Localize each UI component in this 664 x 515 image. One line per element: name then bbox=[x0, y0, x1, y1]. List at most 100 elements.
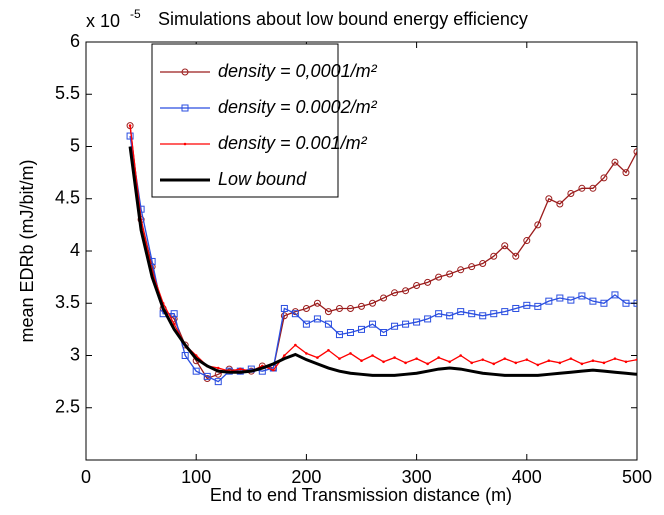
chart-title: Simulations about low bound energy effic… bbox=[158, 9, 528, 29]
data-point bbox=[547, 359, 551, 363]
legend-marker bbox=[181, 104, 189, 112]
data-point bbox=[503, 357, 507, 360]
data-point bbox=[591, 359, 595, 363]
y-multiplier: x 10 bbox=[86, 11, 120, 31]
y-axis-label: mean EDRb (mJ/bit/m) bbox=[17, 159, 37, 342]
data-point bbox=[369, 299, 377, 307]
data-point bbox=[512, 304, 520, 312]
data-point bbox=[369, 320, 377, 328]
data-point bbox=[170, 310, 178, 318]
data-point bbox=[459, 354, 462, 357]
data-point bbox=[446, 312, 454, 320]
data-point bbox=[633, 148, 637, 156]
data-point bbox=[492, 362, 496, 366]
data-point bbox=[457, 308, 465, 316]
data-point bbox=[479, 312, 487, 320]
data-point bbox=[216, 366, 220, 370]
data-point bbox=[589, 297, 597, 305]
data-point bbox=[613, 357, 617, 360]
data-point bbox=[611, 158, 619, 166]
data-point bbox=[214, 378, 222, 386]
data-point bbox=[446, 270, 454, 278]
data-point bbox=[338, 357, 341, 360]
data-point bbox=[128, 124, 132, 127]
data-point bbox=[346, 329, 354, 337]
series-line bbox=[129, 135, 637, 383]
data-point bbox=[624, 360, 628, 364]
data-point bbox=[302, 320, 310, 328]
y-tick-label: 4.5 bbox=[55, 188, 80, 208]
y-tick-label: 5 bbox=[70, 135, 80, 155]
data-point bbox=[413, 318, 421, 326]
data-point bbox=[327, 348, 330, 352]
data-point bbox=[203, 372, 211, 380]
data-point bbox=[556, 294, 564, 302]
data-point bbox=[589, 184, 597, 192]
y-tick-label: 4 bbox=[70, 240, 80, 260]
data-point bbox=[514, 361, 518, 365]
data-point bbox=[380, 294, 388, 302]
data-point bbox=[283, 354, 286, 357]
data-point bbox=[335, 331, 343, 339]
data-point bbox=[280, 304, 288, 312]
data-point bbox=[415, 357, 418, 360]
data-point bbox=[468, 263, 476, 271]
data-point bbox=[393, 356, 396, 359]
data-point bbox=[567, 296, 575, 304]
data-point bbox=[435, 273, 443, 281]
data-point bbox=[567, 190, 575, 198]
x-tick-label: 200 bbox=[291, 467, 321, 487]
data-point bbox=[545, 195, 553, 203]
y-tick-label: 3 bbox=[70, 344, 80, 364]
data-point bbox=[358, 325, 365, 333]
legend-label: density = 0.0002/m² bbox=[218, 97, 378, 117]
data-point bbox=[501, 242, 509, 250]
legend-marker bbox=[183, 142, 187, 146]
x-axis-label: End to end Transmission distance (m) bbox=[210, 485, 512, 505]
data-point bbox=[545, 297, 553, 305]
data-point bbox=[525, 358, 529, 361]
data-point bbox=[523, 301, 531, 309]
legend-label: Low bound bbox=[218, 169, 307, 189]
data-point bbox=[534, 302, 542, 310]
data-point bbox=[358, 302, 365, 310]
legend-marker-shape bbox=[183, 142, 187, 146]
legend-marker-shape bbox=[181, 68, 189, 76]
data-point bbox=[622, 299, 630, 307]
data-point bbox=[556, 200, 564, 208]
data-point bbox=[305, 352, 308, 355]
y-tick-label: 6 bbox=[70, 31, 80, 51]
data-point bbox=[272, 368, 275, 372]
data-point bbox=[391, 289, 399, 297]
data-point bbox=[313, 315, 321, 323]
data-point bbox=[313, 299, 321, 307]
data-point bbox=[302, 304, 310, 312]
x-tick-label: 500 bbox=[622, 467, 652, 487]
x-tick-label: 400 bbox=[512, 467, 542, 487]
data-point bbox=[578, 184, 586, 192]
data-point bbox=[437, 356, 440, 359]
data-point bbox=[316, 356, 319, 359]
data-point bbox=[481, 358, 485, 361]
data-point bbox=[479, 260, 487, 268]
data-point bbox=[635, 358, 637, 361]
data-point bbox=[402, 287, 410, 295]
data-point bbox=[172, 322, 176, 326]
data-point bbox=[448, 360, 451, 364]
data-point bbox=[600, 299, 608, 307]
data-point bbox=[324, 308, 332, 316]
data-point bbox=[512, 252, 520, 260]
data-point bbox=[534, 221, 542, 229]
data-point bbox=[569, 357, 573, 360]
data-point bbox=[349, 352, 352, 355]
data-point bbox=[435, 310, 443, 318]
data-point bbox=[380, 329, 388, 337]
y-multiplier-exponent: -5 bbox=[130, 7, 141, 21]
data-point bbox=[424, 315, 432, 323]
legend-label: density = 0.001/m² bbox=[218, 133, 368, 153]
data-point bbox=[468, 310, 476, 318]
data-point bbox=[360, 359, 363, 363]
data-point bbox=[611, 291, 619, 299]
y-tick-label: 3.5 bbox=[55, 292, 80, 312]
data-point bbox=[470, 361, 474, 365]
